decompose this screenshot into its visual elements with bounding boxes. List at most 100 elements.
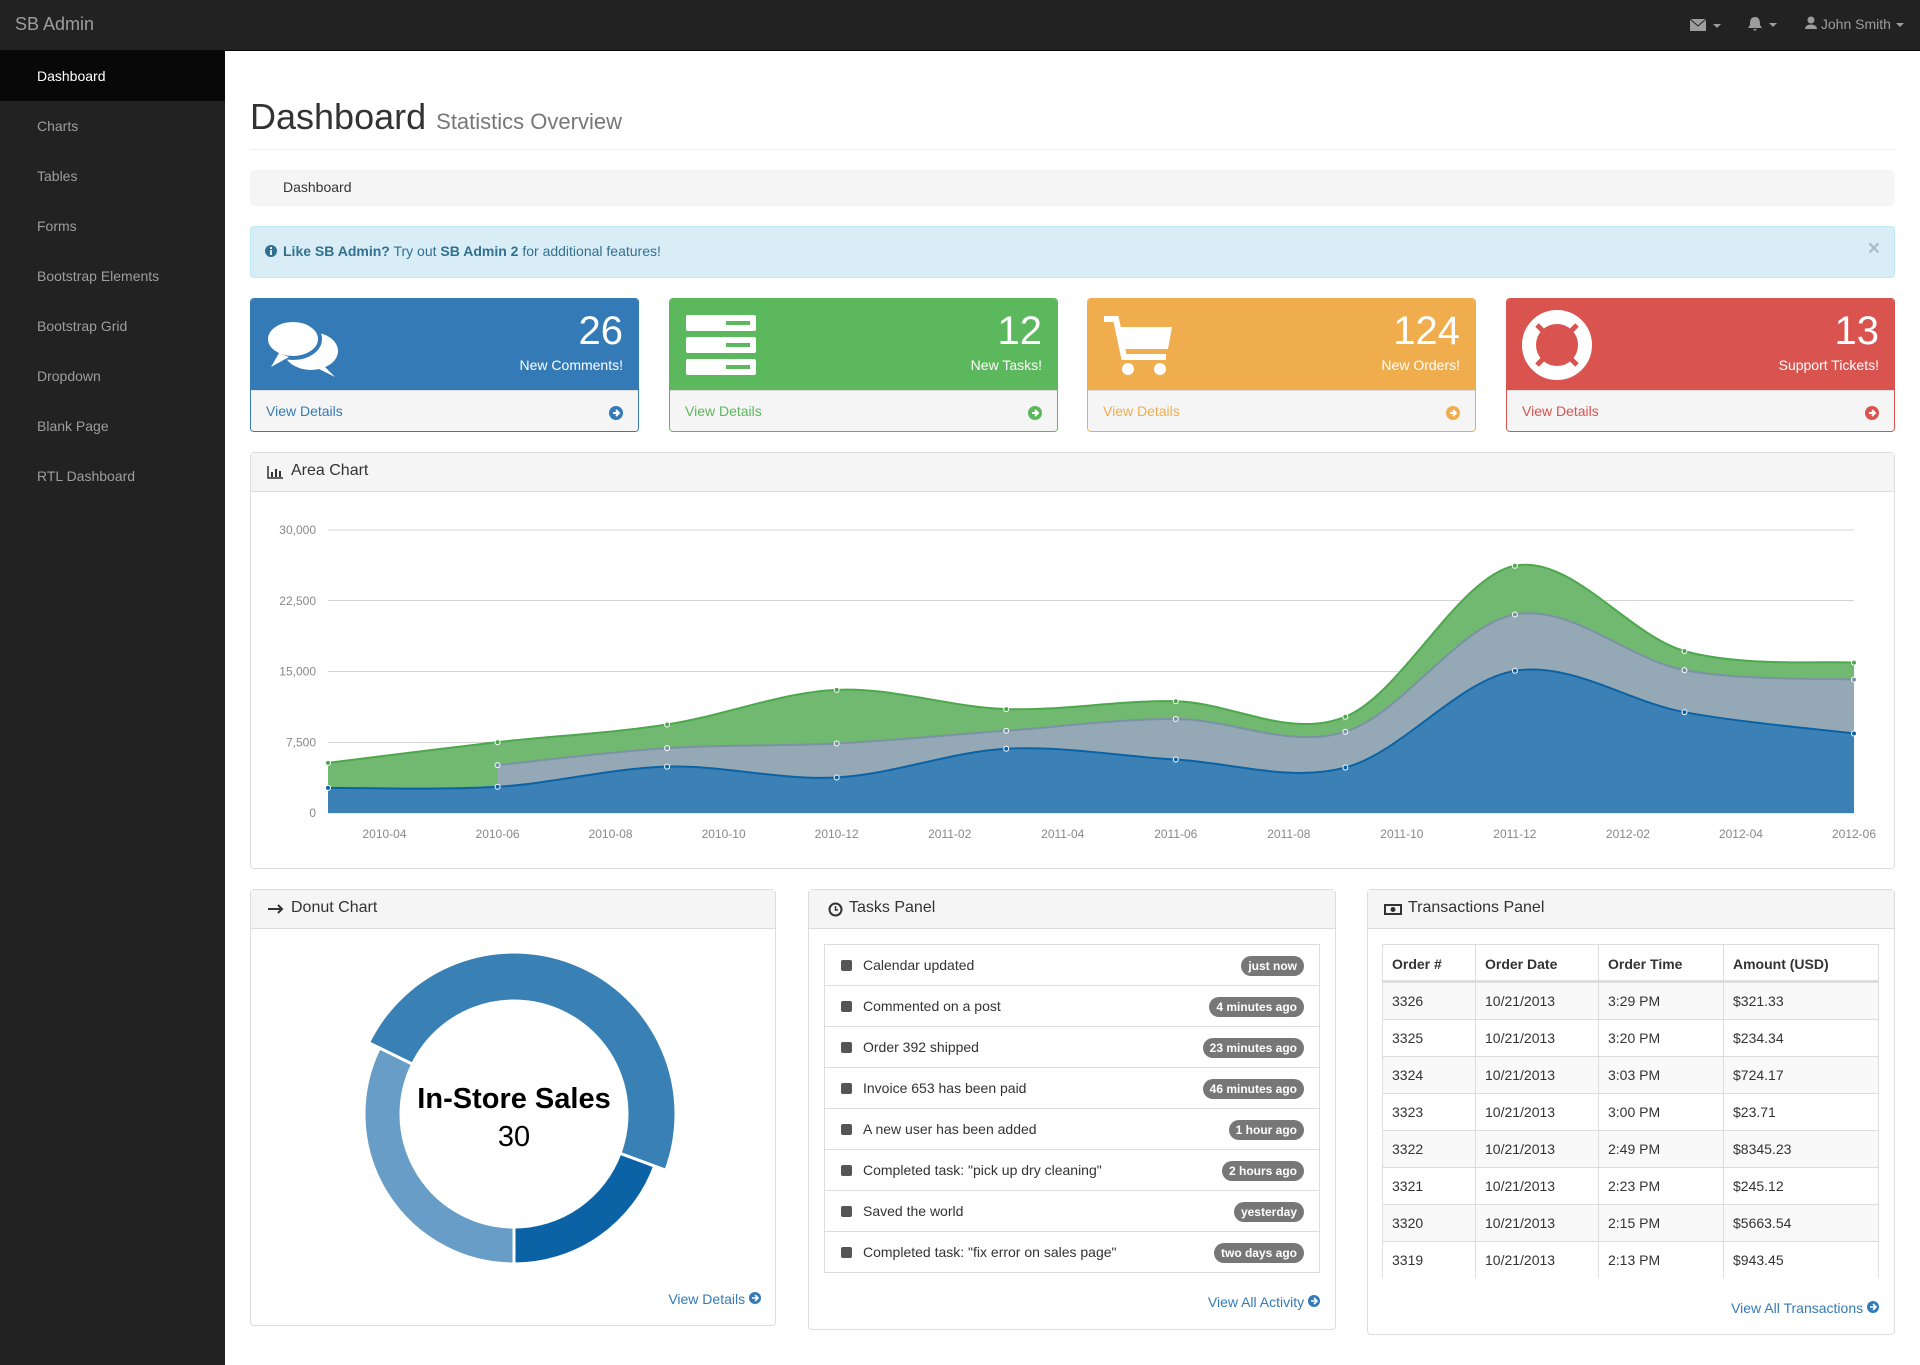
stat-count: 26 <box>578 309 624 353</box>
alert-link[interactable]: SB Admin 2 <box>440 243 519 259</box>
link-text[interactable]: View All Activity <box>1207 1294 1305 1310</box>
view-details[interactable]: View Details <box>266 403 343 419</box>
table-cell: 3:29 PM <box>1598 982 1723 1019</box>
stat-footer[interactable]: View Details <box>1507 390 1894 431</box>
stat-label: New Comments! <box>519 357 623 373</box>
table-cell: 3319 <box>1382 1241 1475 1278</box>
stat-heading: 124 New Orders! <box>1088 299 1475 390</box>
task-item[interactable]: Completed task: "fix error on sales page… <box>824 1231 1320 1273</box>
nav-item[interactable]: Charts <box>37 118 79 134</box>
task-icon <box>841 960 852 971</box>
table-cell: $724.17 <box>1723 1056 1879 1093</box>
stat-count: 124 <box>1393 309 1460 353</box>
view-details[interactable]: View Details <box>1103 403 1180 419</box>
table-cell: $234.34 <box>1723 1019 1879 1056</box>
panel-heading: Transactions Panel <box>1368 890 1894 929</box>
view-details[interactable]: View Details <box>1522 403 1599 419</box>
table-header: Order Time <box>1598 945 1723 982</box>
user-icon <box>1805 16 1817 29</box>
alerts-menu[interactable] <box>1747 16 1781 32</box>
stat-heading: 26 New Comments! <box>251 299 638 390</box>
task-item[interactable]: Calendar updated just now <box>824 944 1320 986</box>
arrow-icon <box>749 1292 761 1304</box>
task-text: Commented on a post <box>863 998 1001 1014</box>
arrow-icon <box>1028 406 1042 420</box>
nav-item[interactable]: Bootstrap Grid <box>37 318 128 334</box>
nav-item[interactable]: Bootstrap Elements <box>37 268 160 284</box>
arrow-right-icon <box>268 904 284 914</box>
table-cell: 3324 <box>1382 1056 1475 1093</box>
arrow-icon <box>609 406 623 420</box>
stat-count: 12 <box>997 309 1043 353</box>
table-cell: 3325 <box>1382 1019 1475 1056</box>
task-time: two days ago <box>1213 1243 1304 1263</box>
divider <box>250 149 1895 150</box>
link-text[interactable]: View All Transactions <box>1731 1300 1864 1316</box>
table-cell: 3:03 PM <box>1598 1056 1723 1093</box>
task-text: Order 392 shipped <box>863 1039 979 1055</box>
table-row <box>1382 1130 1878 1167</box>
task-icon <box>841 1001 852 1012</box>
task-item[interactable]: Invoice 653 has been paid 46 minutes ago <box>824 1067 1320 1109</box>
stat-footer[interactable]: View Details <box>251 390 638 431</box>
alert-lead: Like SB Admin? <box>283 243 390 259</box>
caret <box>1895 23 1904 27</box>
task-item[interactable]: Commented on a post 4 minutes ago <box>824 985 1320 1027</box>
table-cell: 3320 <box>1382 1204 1475 1241</box>
stat-panel: 12 New Tasks! View Details <box>669 298 1058 432</box>
task-icon <box>841 1247 852 1258</box>
stat-footer[interactable]: View Details <box>1088 390 1475 431</box>
task-time: 23 minutes ago <box>1202 1038 1304 1058</box>
nav-item[interactable]: Tables <box>37 168 78 184</box>
table-cell: 3323 <box>1382 1093 1475 1130</box>
user-menu[interactable]: John Smith <box>1805 16 1905 32</box>
table-cell: $943.45 <box>1723 1241 1879 1278</box>
donut-chart-panel: Donut Chart View Details <box>250 889 776 1326</box>
table-cell: 3:00 PM <box>1598 1093 1723 1130</box>
nav-item[interactable]: Dashboard <box>0 51 225 101</box>
view-details-link[interactable]: View Details <box>668 1291 761 1307</box>
messages-menu[interactable] <box>1689 18 1723 32</box>
task-item[interactable]: A new user has been added 1 hour ago <box>824 1108 1320 1150</box>
table-row <box>1382 982 1878 1019</box>
view-all-link[interactable]: View All Transactions <box>1731 1300 1879 1316</box>
table-row <box>1382 1241 1878 1278</box>
stat-panel: 13 Support Tickets! View Details <box>1506 298 1895 432</box>
task-item[interactable]: Saved the world yesterday <box>824 1190 1320 1232</box>
table-cell: $23.71 <box>1723 1093 1879 1130</box>
close-button[interactable]: × <box>1867 237 1880 260</box>
info-icon <box>265 245 277 257</box>
table-cell: 10/21/2013 <box>1475 1130 1598 1167</box>
nav-item[interactable]: Forms <box>37 218 77 234</box>
task-text: Completed task: "pick up dry cleaning" <box>863 1162 1102 1178</box>
stat-heading: 12 New Tasks! <box>670 299 1057 390</box>
view-all-link[interactable]: View All Activity <box>1208 1294 1320 1310</box>
link-text[interactable]: View Details <box>668 1291 746 1307</box>
table-cell: $8345.23 <box>1723 1130 1879 1167</box>
breadcrumb: Dashboard <box>250 170 1895 206</box>
alert: Like SB Admin? Try out SB Admin 2 for ad… <box>250 226 1895 278</box>
task-item[interactable]: Completed task: "pick up dry cleaning" 2 … <box>824 1149 1320 1191</box>
task-icon <box>841 1042 852 1053</box>
nav-item[interactable]: Blank Page <box>37 418 109 434</box>
table-cell: 10/21/2013 <box>1475 1093 1598 1130</box>
arrow-icon <box>1867 1301 1879 1313</box>
table-cell: 3:20 PM <box>1598 1019 1723 1056</box>
brand[interactable]: SB Admin <box>15 14 95 34</box>
task-item[interactable]: Order 392 shipped 23 minutes ago <box>824 1026 1320 1068</box>
clock-icon <box>828 902 843 917</box>
view-details[interactable]: View Details <box>685 403 762 419</box>
task-time: yesterday <box>1233 1202 1304 1222</box>
panel-title: Donut Chart <box>291 899 378 916</box>
task-icon <box>841 1165 852 1176</box>
arrow-icon <box>1865 406 1879 420</box>
stat-panel: 124 New Orders! View Details <box>1087 298 1476 432</box>
table-cell: 3322 <box>1382 1130 1475 1167</box>
task-text: Invoice 653 has been paid <box>863 1080 1027 1096</box>
stat-footer[interactable]: View Details <box>670 390 1057 431</box>
table-cell: 2:13 PM <box>1598 1241 1723 1278</box>
nav-item[interactable]: Dropdown <box>37 368 101 384</box>
table-cell: 10/21/2013 <box>1475 1019 1598 1056</box>
nav-item[interactable]: RTL Dashboard <box>37 468 136 484</box>
